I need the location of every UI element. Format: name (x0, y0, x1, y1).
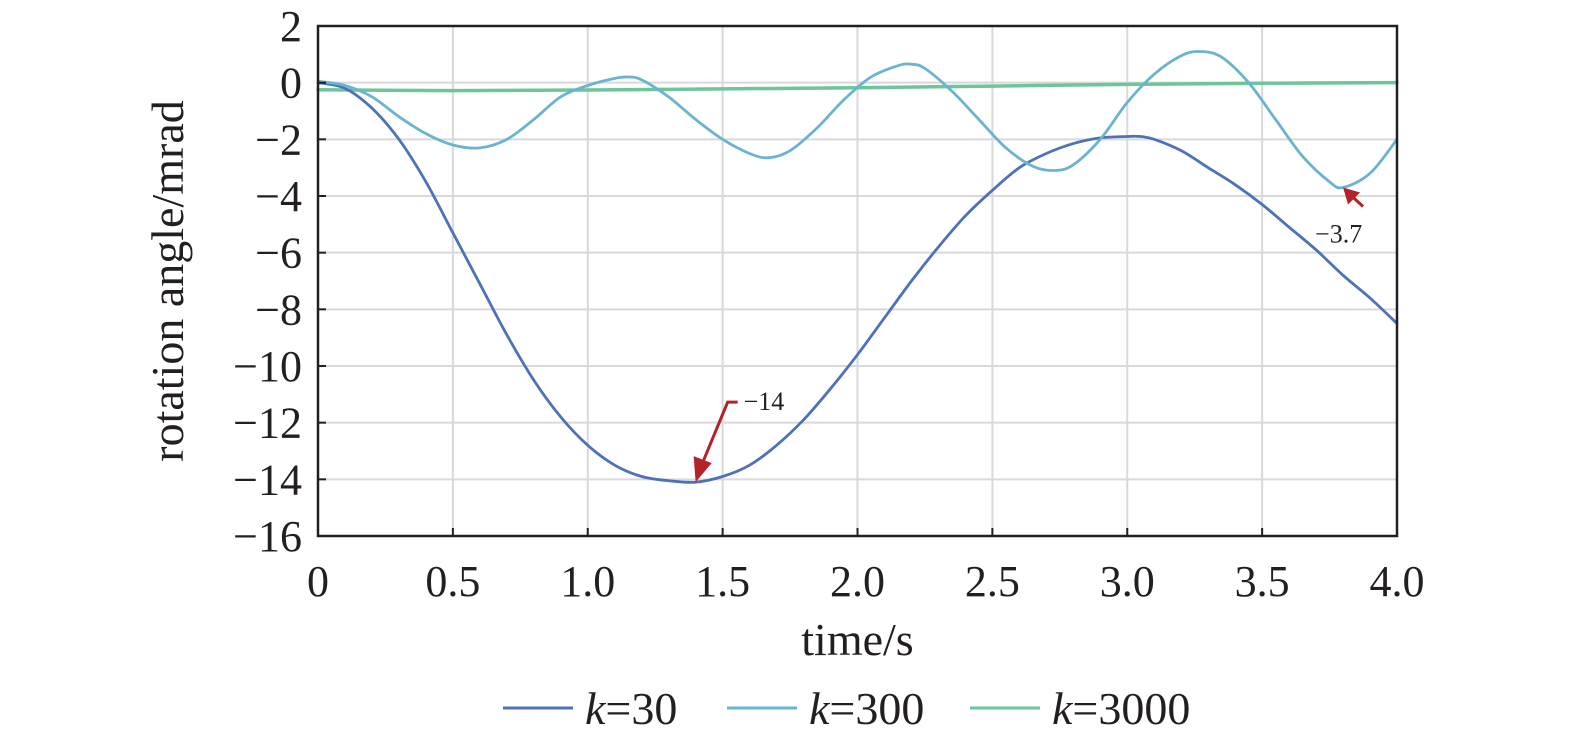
series-line-k-30 (316, 81, 1399, 484)
annotation-arrowhead (693, 456, 712, 483)
legend-label-italic: k (585, 683, 607, 734)
y-tick-label: −2 (255, 115, 302, 164)
series-lines (316, 50, 1399, 484)
x-tick-label: 3.0 (1100, 557, 1155, 606)
y-tick-label: −16 (233, 512, 302, 561)
x-axis-title: time/s (801, 614, 913, 665)
series-line-k-300 (316, 50, 1399, 190)
legend-label-value: =300 (829, 683, 924, 734)
x-tick-label: 4.0 (1370, 557, 1425, 606)
x-tick-label: 0 (307, 557, 329, 606)
x-tick-label: 2.0 (830, 557, 885, 606)
x-tick-label: 1.5 (695, 557, 750, 606)
y-tick-label: −8 (255, 285, 302, 334)
legend-label: k=300 (809, 683, 924, 734)
legend-item-k-3000: k=3000 (970, 683, 1190, 734)
annotation-label: −14 (744, 387, 785, 416)
y-tick-label: −12 (233, 399, 302, 448)
y-tick-label: −10 (233, 342, 302, 391)
y-tick-label: 2 (280, 2, 302, 51)
y-tick-label: −4 (255, 172, 302, 221)
legend-label-value: =30 (605, 683, 677, 734)
legend-label-italic: k (809, 683, 831, 734)
x-tick-label: 0.5 (425, 557, 480, 606)
annotations: −14 −3.7 (693, 187, 1365, 483)
x-tick-label: 1.0 (560, 557, 615, 606)
x-tick-label: 2.5 (965, 557, 1020, 606)
legend-item-k-30: k=30 (503, 683, 677, 734)
legend-label-italic: k (1052, 683, 1074, 734)
annotation-label: −3.7 (1315, 220, 1362, 249)
legend: k=30 k=300 k=3000 (503, 683, 1190, 734)
legend-label: k=30 (585, 683, 677, 734)
y-tick-label: 0 (280, 59, 302, 108)
x-tick-label: 3.5 (1235, 557, 1290, 606)
y-tick-label: −14 (233, 455, 302, 504)
annotation-arrow (702, 400, 738, 461)
legend-label: k=3000 (1052, 683, 1190, 734)
legend-label-value: =3000 (1072, 683, 1190, 734)
legend-item-k-300: k=300 (727, 683, 924, 734)
annotation-arrowhead (1343, 187, 1361, 205)
axis-ticks: 0 0.5 1.0 1.5 2.0 2.5 3.0 3.5 4.0 2 0 −2 −4 −6 −8 −10 −1… (233, 2, 1424, 606)
grid (318, 26, 1397, 536)
y-axis-title: rotation angle/mrad (142, 100, 193, 462)
y-tick-label: −6 (255, 229, 302, 278)
